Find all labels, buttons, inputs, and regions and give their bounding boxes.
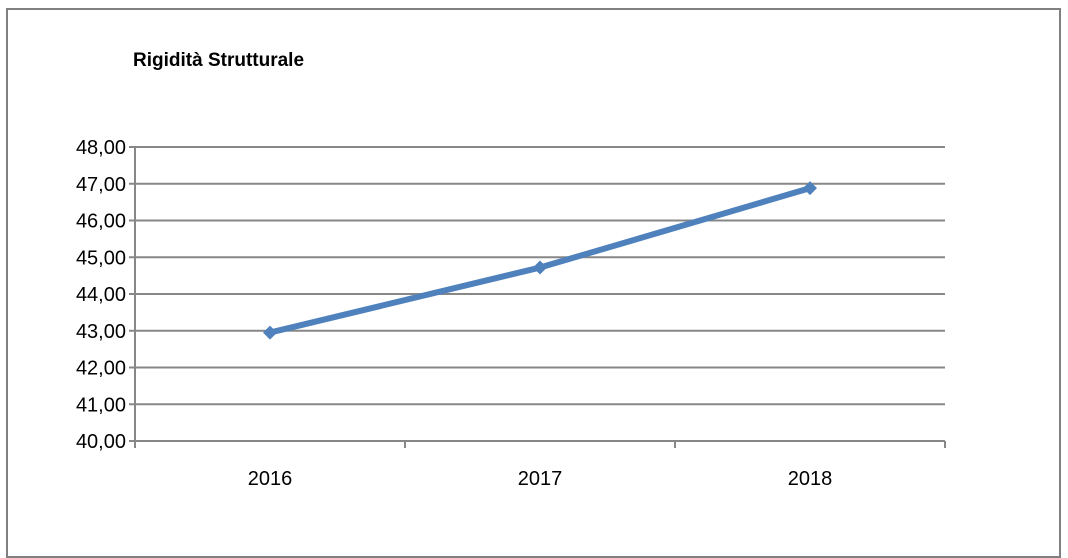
data-point <box>803 181 817 196</box>
y-tick-label: 42,00 <box>76 358 126 380</box>
y-tick-label: 46,00 <box>76 211 126 233</box>
x-tick-label: 2017 <box>518 468 563 490</box>
y-tick-label: 45,00 <box>76 247 126 269</box>
grid-layer <box>135 146 945 406</box>
chart-frame <box>6 8 1061 558</box>
series-line <box>267 185 813 336</box>
x-tick-label: 2018 <box>788 468 833 490</box>
y-tick-label: 48,00 <box>76 137 126 159</box>
label-layer: 40,00 41,00 42,00 43,00 44,00 45,00 46,00 47,00… <box>76 137 832 490</box>
axis-layer <box>129 146 946 448</box>
data-point <box>263 325 277 340</box>
data-point <box>533 260 547 275</box>
chart-title: Rigidità Strutturale <box>133 50 305 71</box>
x-tick-label: 2016 <box>248 468 293 490</box>
series-layer <box>263 181 817 340</box>
y-tick-label: 44,00 <box>76 284 126 306</box>
y-tick-label: 47,00 <box>76 174 126 196</box>
y-tick-label: 41,00 <box>76 394 126 416</box>
y-tick-label: 40,00 <box>76 431 126 453</box>
y-tick-label: 43,00 <box>76 321 126 343</box>
